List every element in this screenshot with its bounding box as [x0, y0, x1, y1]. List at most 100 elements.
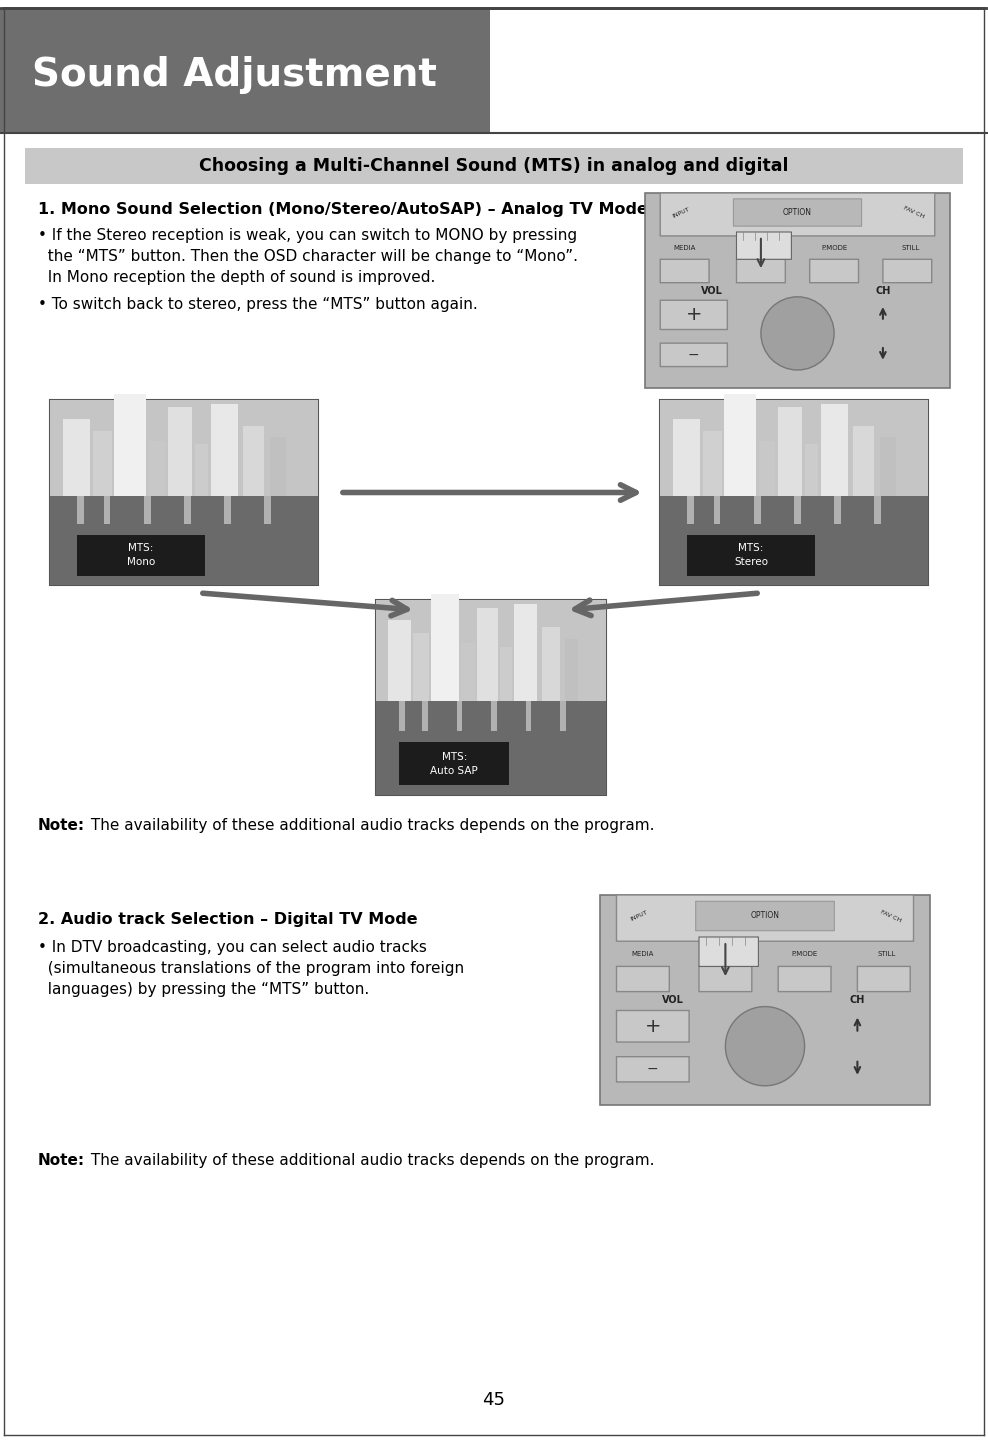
FancyBboxPatch shape	[660, 193, 935, 236]
Text: CH: CH	[850, 995, 865, 1005]
FancyBboxPatch shape	[617, 896, 914, 942]
Bar	[660, 400, 928, 497]
Text: −: −	[688, 348, 700, 361]
Bar	[500, 647, 512, 701]
Text: INPUT: INPUT	[672, 206, 691, 219]
FancyBboxPatch shape	[736, 259, 785, 282]
Text: • If the Stereo reception is weak, you can switch to MONO by pressing: • If the Stereo reception is weak, you c…	[38, 228, 577, 243]
Text: VOL: VOL	[662, 995, 684, 1005]
Bar	[104, 497, 111, 524]
Bar	[413, 634, 429, 701]
Bar	[270, 436, 286, 497]
FancyBboxPatch shape	[736, 232, 791, 259]
FancyBboxPatch shape	[660, 301, 727, 330]
Text: 2. Audio track Selection – Digital TV Mode: 2. Audio track Selection – Digital TV Mo…	[38, 912, 418, 927]
Bar	[660, 400, 928, 585]
Bar	[115, 395, 146, 497]
FancyBboxPatch shape	[699, 937, 759, 966]
Bar	[93, 432, 112, 497]
FancyBboxPatch shape	[810, 259, 859, 282]
Bar	[821, 403, 848, 497]
Bar	[399, 743, 510, 785]
Bar	[431, 595, 458, 701]
Bar	[564, 639, 578, 701]
FancyBboxPatch shape	[779, 966, 831, 992]
Bar	[195, 445, 208, 497]
Text: Note:: Note:	[38, 818, 85, 832]
Text: MEDIA: MEDIA	[674, 245, 696, 251]
Text: P.MODE: P.MODE	[821, 245, 848, 251]
Bar	[834, 497, 841, 524]
FancyBboxPatch shape	[617, 966, 669, 992]
Bar	[376, 600, 606, 701]
FancyBboxPatch shape	[699, 966, 752, 992]
Bar	[387, 619, 410, 701]
Bar	[25, 148, 963, 184]
Bar	[702, 432, 721, 497]
Bar	[560, 701, 566, 730]
Text: Note:: Note:	[38, 1153, 85, 1168]
Bar	[243, 426, 265, 497]
Bar	[600, 896, 930, 1104]
Text: languages) by pressing the “MTS” button.: languages) by pressing the “MTS” button.	[38, 982, 370, 996]
Bar	[804, 445, 818, 497]
Text: +: +	[644, 1017, 661, 1035]
Text: −: −	[647, 1063, 659, 1076]
Text: +: +	[686, 305, 702, 324]
FancyBboxPatch shape	[660, 259, 709, 282]
Bar	[794, 497, 800, 524]
Text: CH: CH	[875, 285, 890, 295]
Bar	[778, 408, 802, 497]
FancyBboxPatch shape	[696, 901, 834, 930]
Bar	[399, 701, 405, 730]
Bar	[456, 701, 462, 730]
Bar	[461, 642, 475, 701]
Bar	[168, 408, 192, 497]
Text: Choosing a Multi-Channel Sound (MTS) in analog and digital: Choosing a Multi-Channel Sound (MTS) in …	[200, 157, 788, 176]
Bar	[759, 441, 776, 497]
Bar	[50, 400, 318, 585]
Bar	[265, 497, 271, 524]
Bar	[63, 419, 90, 497]
Text: MEDIA: MEDIA	[631, 950, 654, 956]
Text: the “MTS” button. Then the OSD character will be change to “Mono”.: the “MTS” button. Then the OSD character…	[38, 249, 578, 264]
Bar	[210, 403, 237, 497]
Text: The availability of these additional audio tracks depends on the program.: The availability of these additional aud…	[86, 818, 654, 832]
Bar	[0, 9, 490, 132]
Bar	[713, 497, 720, 524]
Bar	[376, 701, 606, 795]
Bar	[754, 497, 761, 524]
Text: STILL: STILL	[878, 950, 896, 956]
Bar	[541, 628, 560, 701]
Bar	[879, 436, 896, 497]
Bar	[50, 497, 318, 585]
Text: (simultaneous translations of the program into foreign: (simultaneous translations of the progra…	[38, 960, 464, 976]
Bar	[422, 701, 428, 730]
Text: OPTION: OPTION	[783, 207, 812, 217]
Text: OPTION: OPTION	[751, 912, 780, 920]
Bar	[224, 497, 231, 524]
Bar	[149, 441, 165, 497]
Bar	[853, 426, 874, 497]
Circle shape	[725, 1007, 804, 1086]
Text: MTS: MTS	[754, 245, 769, 251]
Bar	[674, 419, 700, 497]
Text: INPUT: INPUT	[630, 910, 649, 922]
Text: The availability of these additional audio tracks depends on the program.: The availability of these additional aud…	[86, 1153, 654, 1168]
Text: MTS:
Mono: MTS: Mono	[127, 543, 155, 567]
Text: • In DTV broadcasting, you can select audio tracks: • In DTV broadcasting, you can select au…	[38, 940, 427, 955]
Bar	[376, 600, 606, 795]
Text: 45: 45	[482, 1391, 506, 1408]
Bar	[526, 701, 532, 730]
Bar	[491, 701, 497, 730]
Bar	[77, 497, 84, 524]
Text: 1. Mono Sound Selection (Mono/Stereo/AutoSAP) – Analog TV Mode: 1. Mono Sound Selection (Mono/Stereo/Aut…	[38, 202, 648, 217]
Bar	[514, 603, 537, 701]
Bar	[874, 497, 881, 524]
Text: MTS:
Auto SAP: MTS: Auto SAP	[431, 752, 478, 776]
Text: Sound Adjustment: Sound Adjustment	[32, 56, 437, 94]
Text: FAV CH: FAV CH	[902, 206, 925, 219]
Circle shape	[761, 297, 834, 370]
FancyBboxPatch shape	[617, 1057, 689, 1081]
FancyBboxPatch shape	[660, 343, 727, 367]
